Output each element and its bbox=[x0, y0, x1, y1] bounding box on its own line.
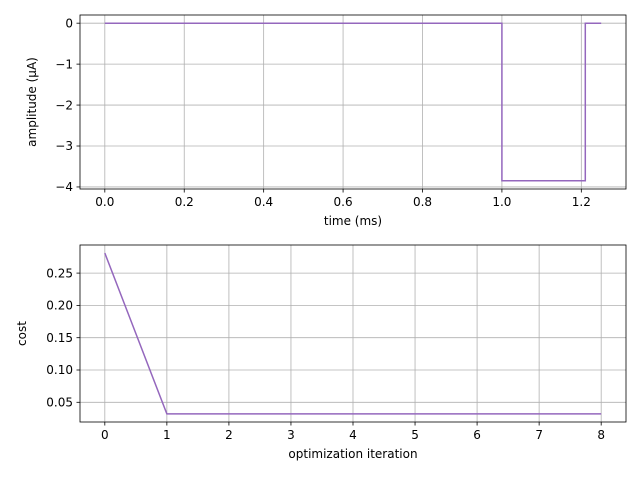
top-x-tick-label: 0.0 bbox=[95, 195, 114, 209]
bottom-x-tick-label: 6 bbox=[473, 428, 481, 442]
bottom-x-tick-label: 2 bbox=[225, 428, 233, 442]
top-x-tick-label: 0.4 bbox=[254, 195, 273, 209]
top-y-tick-label: 0 bbox=[65, 16, 73, 30]
top-x-tick-label: 0.8 bbox=[413, 195, 432, 209]
top-y-tick-label: −2 bbox=[55, 98, 73, 112]
bottom-x-tick-label: 7 bbox=[535, 428, 543, 442]
bottom-y-tick-label: 0.05 bbox=[46, 395, 73, 409]
top-series-line bbox=[104, 22, 602, 182]
bottom-x-axis-label: optimization iteration bbox=[288, 447, 417, 461]
top-axes-frame bbox=[79, 14, 627, 190]
top-y-tick-label: −1 bbox=[55, 57, 73, 71]
bottom-x-tick-label: 4 bbox=[349, 428, 357, 442]
bottom-chart: 0 1 2 3 4 5 6 7 8 0.05 0.10 0.15 0.20 0.25 optimizatio… bbox=[15, 244, 627, 461]
top-chart: 0.0 0.2 0.4 0.6 0.8 1.0 1.2 0 −1 −2 −3 −4 time (ms) a… bbox=[25, 14, 627, 228]
bottom-y-axis-label: cost bbox=[15, 321, 29, 346]
bottom-x-tick-label: 0 bbox=[101, 428, 109, 442]
bottom-y-tick-label: 0.15 bbox=[46, 331, 73, 345]
bottom-x-tick-label: 1 bbox=[163, 428, 171, 442]
top-x-tick-label: 0.2 bbox=[175, 195, 194, 209]
bottom-x-tick-label: 3 bbox=[287, 428, 295, 442]
bottom-x-tick-label: 8 bbox=[597, 428, 605, 442]
bottom-y-tick-label: 0.25 bbox=[46, 266, 73, 280]
bottom-x-tick-label: 5 bbox=[411, 428, 419, 442]
top-x-axis-label: time (ms) bbox=[324, 214, 382, 228]
top-y-tick-label: −4 bbox=[55, 180, 73, 194]
bottom-y-tick-label: 0.20 bbox=[46, 299, 73, 313]
top-x-tick-label: 1.0 bbox=[492, 195, 511, 209]
top-x-tick-label: 0.6 bbox=[334, 195, 353, 209]
bottom-y-tick-label: 0.10 bbox=[46, 363, 73, 377]
bottom-series-line bbox=[104, 252, 602, 415]
top-y-tick-label: −3 bbox=[55, 139, 73, 153]
top-x-tick-label: 1.2 bbox=[572, 195, 591, 209]
top-y-axis-label: amplitude (µA) bbox=[25, 57, 39, 147]
